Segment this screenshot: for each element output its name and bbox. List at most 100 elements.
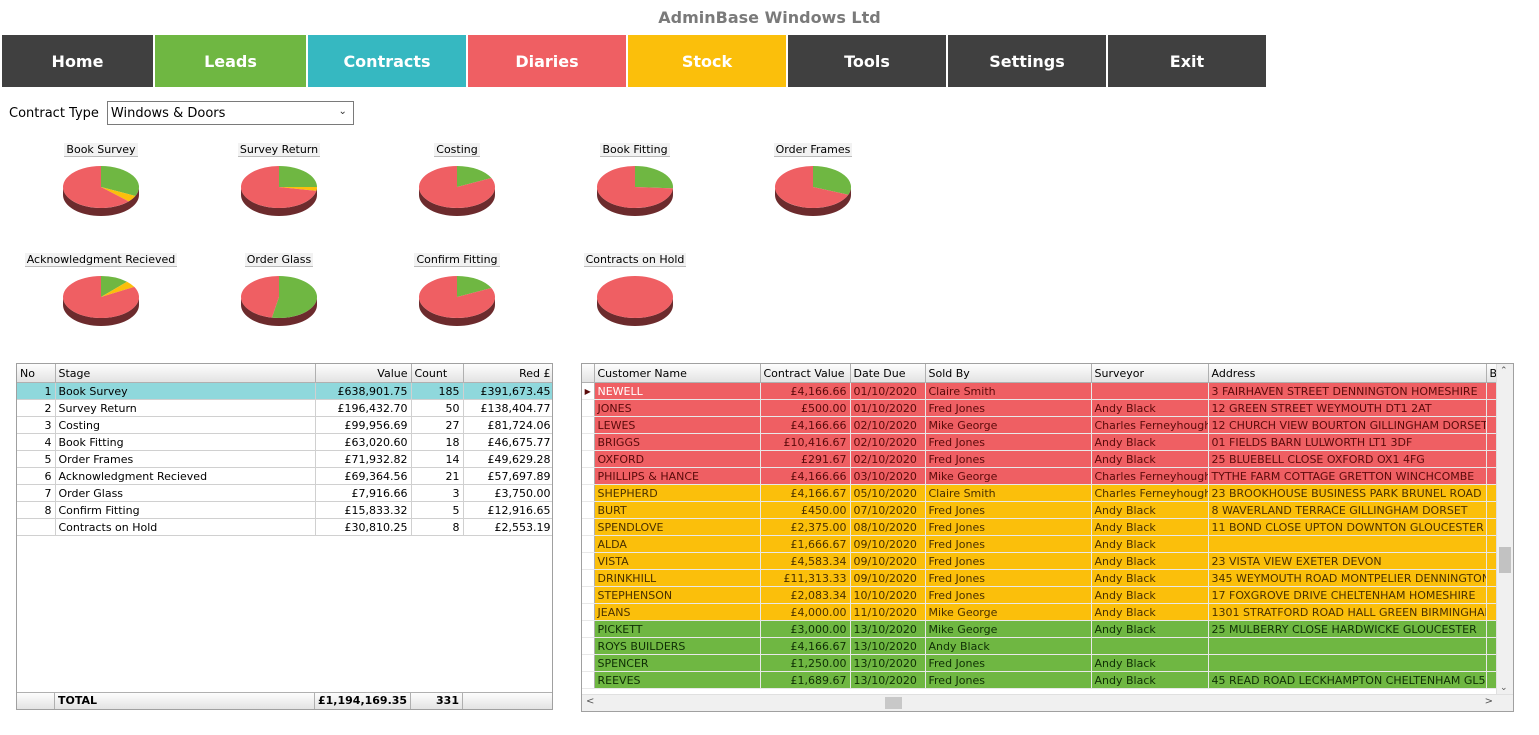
col-header-customer[interactable]: Customer Name <box>594 364 761 383</box>
contract-row[interactable]: SPENDLOVE £2,375.00 08/10/2020 Fred Jones An… <box>582 518 1497 536</box>
pie-contracts-on-hold[interactable]: Contracts on Hold <box>555 253 715 331</box>
contract-row[interactable]: ALDA £1,666.67 09/10/2020 Fred Jones Andy Bl… <box>582 535 1497 553</box>
vertical-scrollbar[interactable]: ⌃ ⌄ <box>1496 364 1513 695</box>
stage-cell-red[interactable]: £12,916.65 <box>463 501 552 519</box>
contract-cell-sold-by[interactable]: Claire Smith <box>925 382 1092 400</box>
stage-cell-no[interactable]: 7 <box>17 484 56 502</box>
contract-cell-sold-by[interactable]: Fred Jones <box>925 450 1092 468</box>
stage-cell-value[interactable]: £63,020.60 <box>315 433 412 451</box>
contract-cell-address[interactable]: TYTHE FARM COTTAGE GRETTON WINCHCOMBE <box>1208 467 1487 485</box>
pie-book-fitting[interactable]: Book Fitting <box>555 143 715 221</box>
contract-cell-extra[interactable] <box>1486 501 1497 519</box>
contract-cell-customer[interactable]: JEANS <box>594 603 761 621</box>
contract-cell-customer[interactable]: NEWELL <box>594 382 761 400</box>
contract-cell-due[interactable]: 08/10/2020 <box>850 518 926 536</box>
contract-cell-extra[interactable] <box>1486 399 1497 417</box>
contract-cell-extra[interactable] <box>1486 586 1497 604</box>
stage-cell-no[interactable]: 8 <box>17 501 56 519</box>
contract-cell-due[interactable]: 01/10/2020 <box>850 382 926 400</box>
contract-cell-due[interactable]: 09/10/2020 <box>850 535 926 553</box>
contract-cell-address[interactable]: 12 CHURCH VIEW BOURTON GILLINGHAM DORSET <box>1208 416 1487 434</box>
contract-cell-sold-by[interactable]: Fred Jones <box>925 569 1092 587</box>
contract-cell-customer[interactable]: SPENDLOVE <box>594 518 761 536</box>
pie-order-glass[interactable]: Order Glass <box>199 253 359 331</box>
contract-cell-surveyor[interactable] <box>1091 382 1209 400</box>
stage-cell-red[interactable]: £391,673.45 <box>463 382 552 400</box>
stage-cell-red[interactable]: £2,553.19 <box>463 518 552 536</box>
contract-cell-surveyor[interactable]: Andy Black <box>1091 501 1209 519</box>
contract-cell-sold-by[interactable]: Fred Jones <box>925 654 1092 672</box>
col-header-contract-value[interactable]: Contract Value <box>760 364 851 383</box>
contract-row[interactable]: PICKETT £3,000.00 13/10/2020 Mike George And… <box>582 620 1497 638</box>
stage-cell-no[interactable]: 6 <box>17 467 56 485</box>
row-header[interactable] <box>582 569 595 587</box>
contract-cell-extra[interactable] <box>1486 637 1497 655</box>
contract-cell-extra[interactable] <box>1486 569 1497 587</box>
contract-cell-due[interactable]: 01/10/2020 <box>850 399 926 417</box>
contract-cell-customer[interactable]: ALDA <box>594 535 761 553</box>
contract-cell-value[interactable]: £11,313.33 <box>760 569 851 587</box>
contract-cell-extra[interactable] <box>1486 654 1497 672</box>
row-header[interactable] <box>582 450 595 468</box>
nav-leads-button[interactable]: Leads <box>155 35 306 87</box>
contract-cell-surveyor[interactable]: Andy Black <box>1091 603 1209 621</box>
contract-cell-address[interactable]: 12 GREEN STREET WEYMOUTH DT1 2AT <box>1208 399 1487 417</box>
stage-cell-stage[interactable]: Confirm Fitting <box>55 501 316 519</box>
contract-cell-address[interactable]: 25 BLUEBELL CLOSE OXFORD OX1 4FG <box>1208 450 1487 468</box>
stage-row[interactable]: Contracts on Hold £30,810.25 8 £2,553.19 <box>17 518 552 536</box>
stage-row[interactable]: 3 Costing £99,956.69 27 £81,724.06 <box>17 416 552 434</box>
contract-cell-surveyor[interactable]: Andy Black <box>1091 586 1209 604</box>
stage-cell-count[interactable]: 5 <box>411 501 464 519</box>
stage-cell-stage[interactable]: Order Frames <box>55 450 316 468</box>
col-header-extra[interactable]: B <box>1486 364 1497 383</box>
contract-cell-sold-by[interactable]: Fred Jones <box>925 518 1092 536</box>
contract-cell-value[interactable]: £4,583.34 <box>760 552 851 570</box>
stage-row[interactable]: 6 Acknowledgment Recieved £69,364.56 21 £57,… <box>17 467 552 485</box>
contract-row[interactable]: PHILLIPS & HANCE £4,166.66 03/10/2020 Mike … <box>582 467 1497 485</box>
contract-cell-value[interactable]: £2,083.34 <box>760 586 851 604</box>
contract-cell-surveyor[interactable]: Andy Black <box>1091 518 1209 536</box>
contract-cell-value[interactable]: £3,000.00 <box>760 620 851 638</box>
stage-cell-no[interactable]: 5 <box>17 450 56 468</box>
col-header-no[interactable]: No <box>17 364 56 383</box>
contract-cell-address[interactable]: 3 FAIRHAVEN STREET DENNINGTON HOMESHIRE <box>1208 382 1487 400</box>
stage-cell-no[interactable] <box>17 518 56 536</box>
contract-cell-address[interactable]: 17 FOXGROVE DRIVE CHELTENHAM HOMESHIRE <box>1208 586 1487 604</box>
nav-home-button[interactable]: Home <box>2 35 153 87</box>
contract-cell-address[interactable]: 1301 STRATFORD ROAD HALL GREEN BIRMINGHA… <box>1208 603 1487 621</box>
pie-survey-return[interactable]: Survey Return <box>199 143 359 221</box>
contract-cell-due[interactable]: 09/10/2020 <box>850 552 926 570</box>
contract-cell-surveyor[interactable]: Charles Ferneyhough <box>1091 416 1209 434</box>
contract-cell-sold-by[interactable]: Fred Jones <box>925 433 1092 451</box>
contract-cell-due[interactable]: 05/10/2020 <box>850 484 926 502</box>
scroll-up-icon[interactable]: ⌃ <box>1500 366 1508 376</box>
contract-cell-address[interactable]: 11 BOND CLOSE UPTON DOWNTON GLOUCESTER <box>1208 518 1487 536</box>
scroll-left-icon[interactable]: < <box>586 696 595 707</box>
contract-cell-due[interactable]: 11/10/2020 <box>850 603 926 621</box>
stage-row[interactable]: 4 Book Fitting £63,020.60 18 £46,675.77 <box>17 433 552 451</box>
row-header[interactable] <box>582 552 595 570</box>
contract-cell-sold-by[interactable]: Fred Jones <box>925 671 1092 689</box>
stage-cell-stage[interactable]: Survey Return <box>55 399 316 417</box>
contract-cell-customer[interactable]: OXFORD <box>594 450 761 468</box>
contract-cell-customer[interactable]: SHEPHERD <box>594 484 761 502</box>
contract-cell-customer[interactable]: DRINKHILL <box>594 569 761 587</box>
contract-cell-extra[interactable] <box>1486 518 1497 536</box>
contract-cell-surveyor[interactable]: Charles Ferneyhough <box>1091 467 1209 485</box>
pie-order-frames[interactable]: Order Frames <box>733 143 893 221</box>
col-header-stage[interactable]: Stage <box>55 364 316 383</box>
contract-cell-extra[interactable] <box>1486 416 1497 434</box>
contract-cell-customer[interactable]: REEVES <box>594 671 761 689</box>
contract-cell-value[interactable]: £1,250.00 <box>760 654 851 672</box>
contract-cell-customer[interactable]: VISTA <box>594 552 761 570</box>
scroll-right-icon[interactable]: > <box>1484 696 1493 707</box>
row-header[interactable] <box>582 535 595 553</box>
contract-cell-sold-by[interactable]: Mike George <box>925 467 1092 485</box>
stage-cell-value[interactable]: £71,932.82 <box>315 450 412 468</box>
contract-cell-surveyor[interactable]: Andy Black <box>1091 535 1209 553</box>
contract-cell-address[interactable]: 01 FIELDS BARN LULWORTH LT1 3DF <box>1208 433 1487 451</box>
col-header-surveyor[interactable]: Surveyor <box>1091 364 1209 383</box>
stage-cell-value[interactable]: £638,901.75 <box>315 382 412 400</box>
contract-cell-extra[interactable] <box>1486 552 1497 570</box>
contract-cell-value[interactable]: £500.00 <box>760 399 851 417</box>
